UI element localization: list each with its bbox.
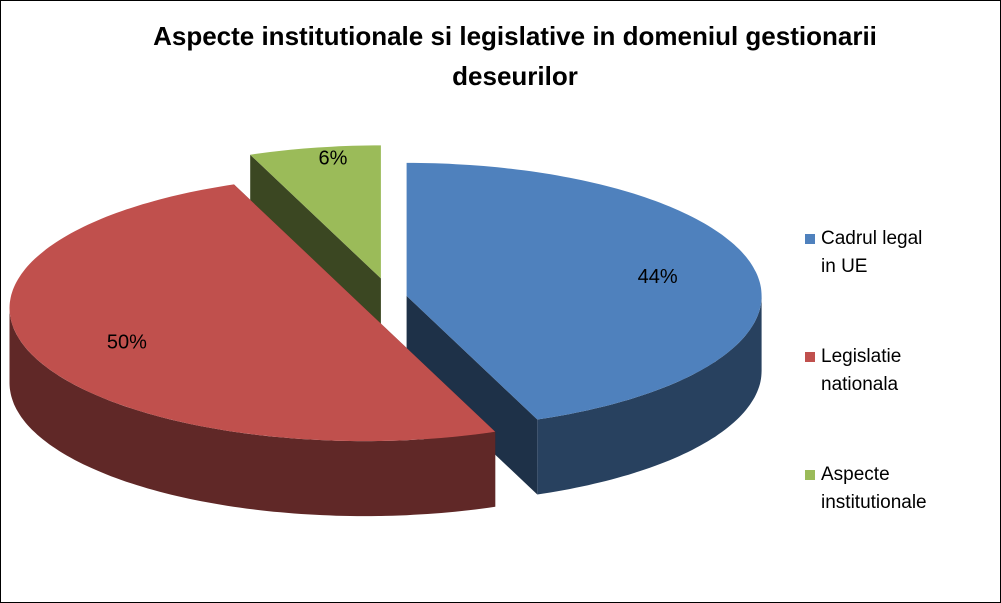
data-label: 44% [638,266,678,288]
data-label: 50% [107,332,147,354]
legend-entry: Cadrul legal in UE [805,225,995,281]
data-label: 6% [319,148,348,170]
legend-swatch [805,234,815,244]
slice: 44% [406,162,762,495]
legend-label: Cadrul legal in UE [821,228,923,277]
legend-entry: Legislatie nationala [805,343,995,399]
legend-entry: Aspecte institutionale [805,461,995,517]
slice-top [250,145,381,279]
legend-swatch [805,352,815,362]
slice: 50% [9,184,496,517]
legend-swatch [805,470,815,480]
chart-title: Aspecte institutionale si legislative in… [153,21,877,91]
slice-top [406,162,762,420]
slice-edge-wall [406,295,538,495]
slice-side-wall [9,308,496,517]
legend-label: Aspecte institutionale [821,464,927,513]
legend-label: Legislatie nationala [821,346,902,395]
slice-side-wall [537,295,762,495]
slice-top [9,184,496,442]
